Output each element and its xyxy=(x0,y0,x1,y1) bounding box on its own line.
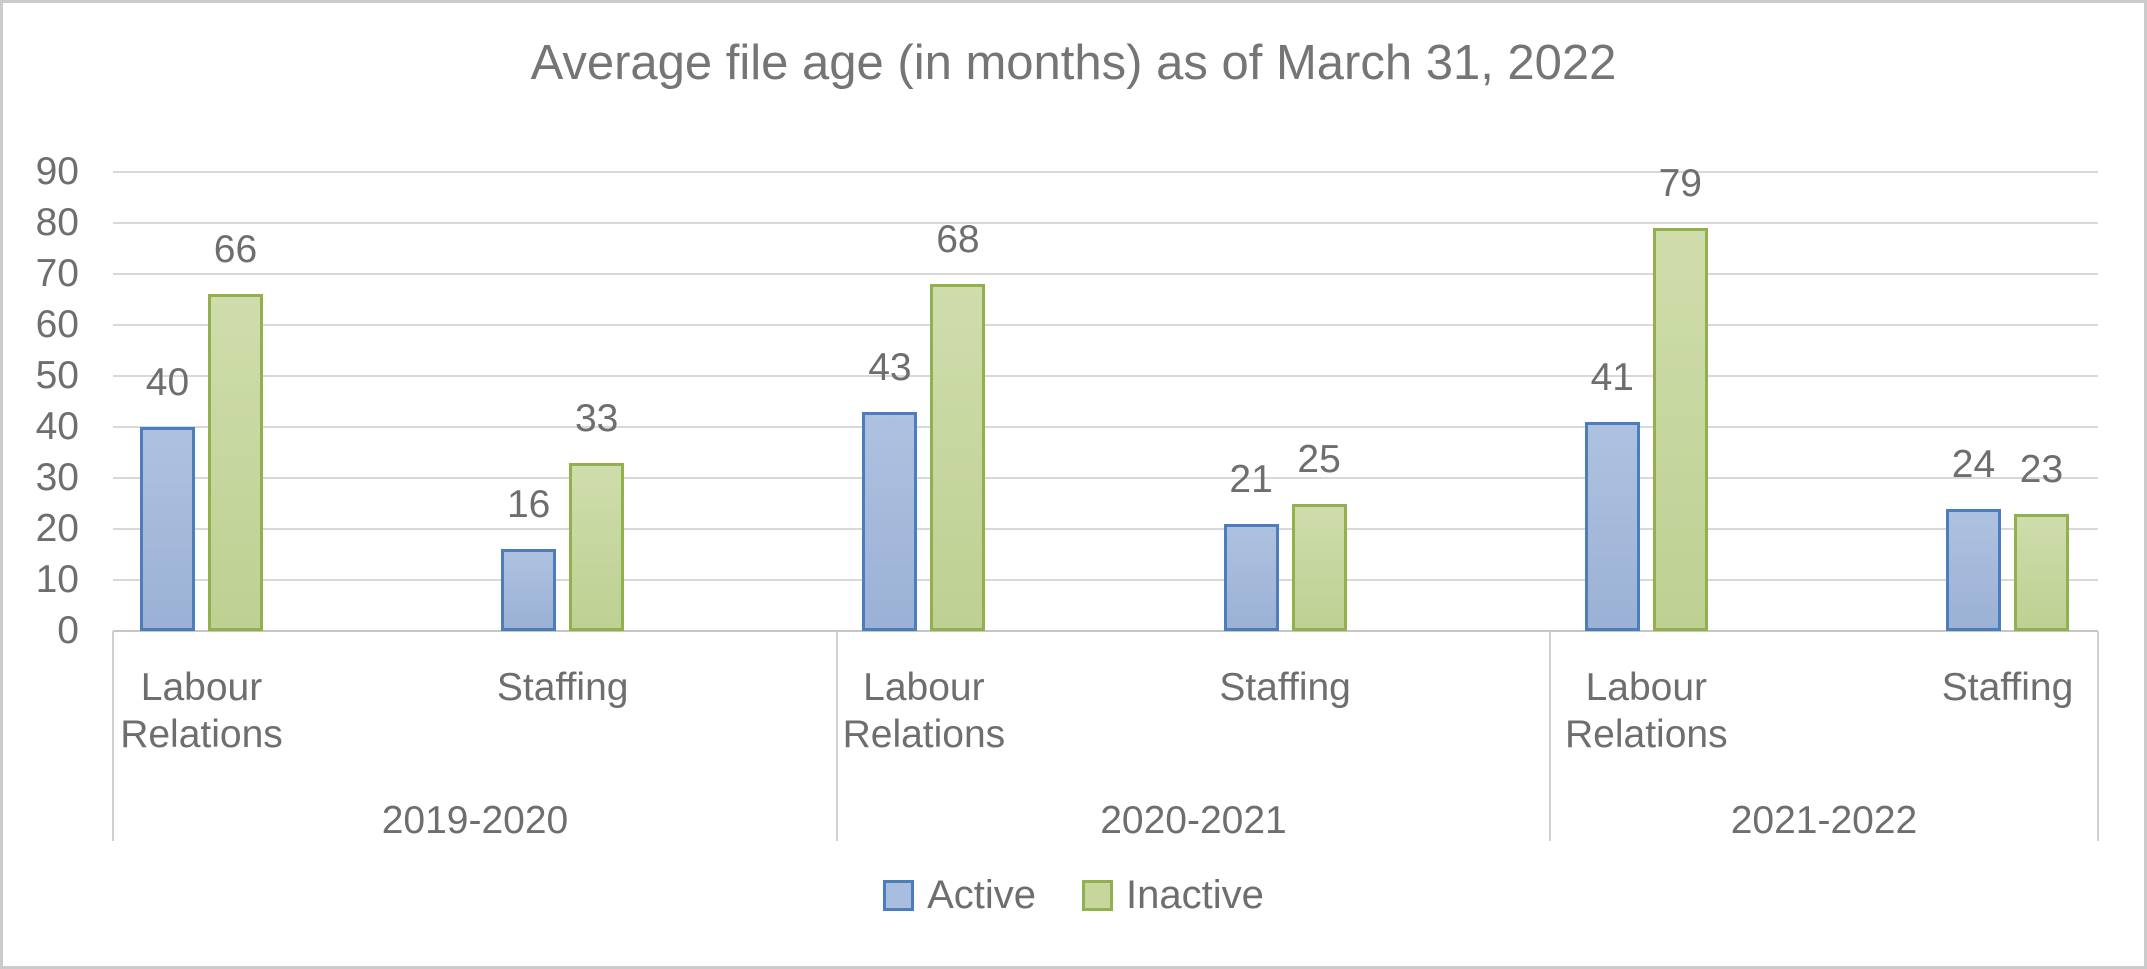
bar-inactive-2020-2021-staffing xyxy=(1291,503,1347,631)
category-label: Labour Relations xyxy=(842,666,1006,756)
bar-active-2019-2020-labour-relations xyxy=(140,427,195,631)
group-label: 2021-2022 xyxy=(1730,799,1918,842)
legend-label: Active xyxy=(927,873,1037,917)
bar-active-2020-2021-labour-relations xyxy=(862,411,918,631)
y-axis-tick-label: 20 xyxy=(35,507,79,550)
legend: Active Inactive xyxy=(3,873,2144,917)
category-label: Labour Relations xyxy=(120,666,283,756)
legend-item-active: Active xyxy=(883,873,1036,917)
gridline xyxy=(113,426,2098,428)
y-axis-tick-label: 40 xyxy=(35,405,79,448)
gridline xyxy=(113,171,2098,173)
bar-value-label: 25 xyxy=(1297,437,1341,481)
bar-value-label: 68 xyxy=(936,218,980,262)
bar-value-label: 41 xyxy=(1590,355,1634,399)
y-axis-tick-label: 80 xyxy=(35,201,79,244)
bar-active-2019-2020-staffing xyxy=(501,549,557,631)
category-group-divider xyxy=(2097,631,2099,841)
legend-label: Inactive xyxy=(1126,873,1264,917)
bar-active-2020-2021-staffing xyxy=(1223,523,1279,631)
legend-item-inactive: Inactive xyxy=(1082,873,1264,917)
category-label: Labour Relations xyxy=(1565,666,1728,756)
bar-inactive-2020-2021-labour-relations xyxy=(930,284,986,631)
gridline xyxy=(113,324,2098,326)
legend-swatch-icon xyxy=(883,879,915,911)
bar-inactive-2019-2020-labour-relations xyxy=(208,294,263,631)
category-group-divider xyxy=(112,631,114,841)
group-label: 2020-2021 xyxy=(1100,799,1287,842)
y-axis-tick-label: 10 xyxy=(35,558,79,601)
x-axis-line xyxy=(113,630,2098,632)
bar-active-2021-2022-staffing xyxy=(1946,508,2001,631)
bar-value-label: 24 xyxy=(1951,442,1996,486)
category-label: Staffing xyxy=(496,666,629,709)
category-label: Staffing xyxy=(1219,666,1351,709)
group-label: 2019-2020 xyxy=(381,799,569,842)
bar-inactive-2021-2022-staffing xyxy=(2014,513,2069,631)
y-axis-tick-label: 60 xyxy=(35,303,79,346)
bar-value-label: 40 xyxy=(145,361,190,404)
bar-inactive-2021-2022-labour-relations xyxy=(1652,228,1708,631)
bar-value-label: 79 xyxy=(1658,162,1702,206)
bar-value-label: 66 xyxy=(213,228,258,272)
gridline xyxy=(113,375,2098,377)
gridline xyxy=(113,477,2098,479)
y-axis-tick-label: 0 xyxy=(57,609,79,652)
gridline xyxy=(113,528,2098,530)
chart-title: Average file age (in months) as of March… xyxy=(530,36,1617,90)
bar-value-label: 33 xyxy=(574,396,619,440)
gridline xyxy=(113,222,2098,224)
category-label: Staffing xyxy=(1941,666,2074,709)
bar-active-2021-2022-labour-relations xyxy=(1584,421,1640,631)
y-axis-tick-label: 70 xyxy=(35,252,79,295)
category-group-divider xyxy=(1549,631,1551,841)
bar-value-label: 23 xyxy=(2019,447,2064,491)
category-group-divider xyxy=(836,631,838,841)
y-axis-tick-label: 90 xyxy=(35,150,79,193)
gridline xyxy=(113,579,2098,581)
bar-value-label: 43 xyxy=(868,345,912,389)
y-axis-tick-label: 50 xyxy=(35,354,79,397)
gridline xyxy=(113,273,2098,275)
bar-inactive-2019-2020-staffing xyxy=(569,462,625,631)
bar-value-label: 16 xyxy=(506,483,551,527)
y-axis-tick-label: 30 xyxy=(35,456,79,499)
legend-swatch-icon xyxy=(1082,879,1114,911)
bar-value-label: 21 xyxy=(1229,457,1273,501)
